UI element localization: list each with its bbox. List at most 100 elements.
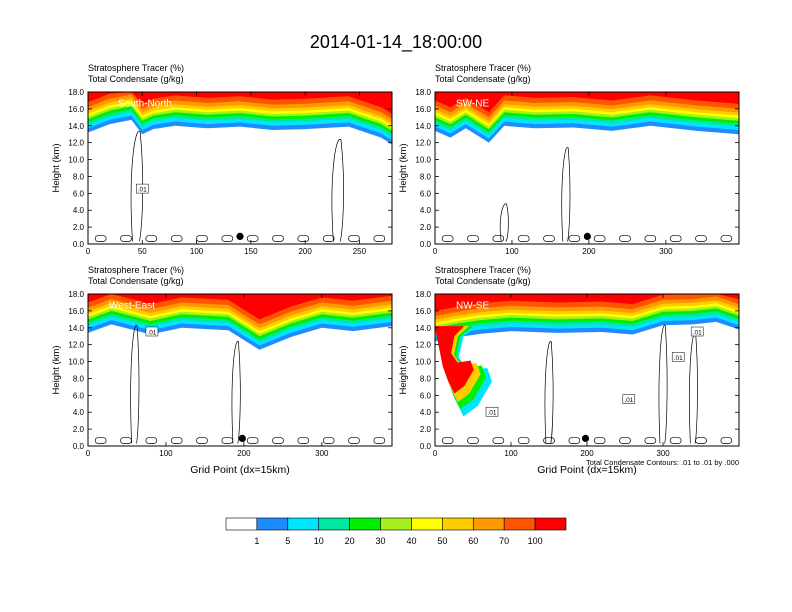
panel-nw-se: Stratosphere Tracer (%)Total Condensate … [398, 265, 740, 476]
y-tick-label: 14.0 [415, 324, 431, 333]
x-tick-label: 200 [298, 247, 312, 256]
plot-frame [434, 91, 740, 245]
y-tick-label: 2.0 [420, 223, 432, 232]
x-tick-label: 200 [580, 449, 594, 458]
panel-title-tracer: Stratosphere Tracer (%) [435, 265, 531, 275]
low-cloud-contour [120, 235, 132, 242]
colorbar-label: 60 [468, 536, 478, 546]
tracer-field: .01 [88, 294, 392, 444]
plot-frame [87, 91, 393, 245]
low-cloud-contour [492, 437, 505, 444]
tracer-band-9 [88, 294, 392, 320]
tall-cloud-contour [499, 203, 509, 242]
location-marker [236, 232, 244, 240]
tracer-band-8 [435, 92, 739, 118]
panel-title-condensate: Total Condensate (g/kg) [435, 276, 531, 286]
x-tick-label: 100 [504, 449, 518, 458]
panel-title-tracer: Stratosphere Tracer (%) [88, 63, 184, 73]
y-tick-label: 18.0 [68, 290, 84, 299]
colorbar-label: 1 [254, 536, 259, 546]
y-tick-label: 8.0 [420, 374, 432, 383]
contour-label-text: .01 [624, 397, 633, 404]
tracer-band-9 [435, 92, 739, 113]
y-tick-label: 16.0 [68, 307, 84, 316]
y-tick-label: 6.0 [73, 391, 85, 400]
tracer-band-8 [88, 294, 392, 325]
y-tick-label: 16.0 [415, 307, 431, 316]
low-cloud-contour [145, 437, 158, 444]
colorbar-swatch [256, 517, 289, 531]
low-cloud-contour [720, 437, 733, 444]
low-cloud-contour [593, 235, 606, 242]
x-tick-label: 0 [86, 247, 91, 256]
tracer-field: .01 [88, 92, 392, 242]
y-tick-label: 18.0 [415, 290, 431, 299]
tracer-band-9 [435, 294, 739, 311]
x-tick-label: 100 [505, 247, 519, 256]
low-cloud-contour [669, 437, 682, 444]
panel-title-condensate: Total Condensate (g/kg) [435, 74, 531, 84]
colorbar-label: 70 [499, 536, 509, 546]
y-tick-label: 4.0 [420, 408, 432, 417]
contour-label: .01 [136, 183, 149, 194]
y-axis-label: Height (km) [398, 143, 409, 192]
low-cloud-contour [467, 437, 479, 444]
tracer-field [435, 92, 739, 242]
colorbar-label: 20 [345, 536, 355, 546]
low-cloud-contour [492, 235, 505, 242]
panel-sw-ne: Stratosphere Tracer (%)Total Condensate … [398, 63, 740, 256]
colorbar-label: 10 [314, 536, 324, 546]
x-tick-label: 50 [138, 247, 147, 256]
contour-label-text: .01 [674, 355, 683, 362]
low-cloud-contour [221, 235, 234, 242]
panel-south-north: Stratosphere Tracer (%)Total Condensate … [51, 63, 393, 256]
low-cloud-contour [441, 437, 454, 444]
tracer-band-8 [88, 92, 392, 120]
low-cloud-contour [517, 235, 530, 242]
intrusion-layer-3 [435, 326, 474, 394]
low-cloud-contour [196, 437, 208, 444]
y-tick-label: 16.0 [68, 105, 84, 114]
contour-label-text: .01 [147, 330, 156, 337]
plot-frame [87, 293, 393, 447]
y-tick-label: 16.0 [415, 105, 431, 114]
y-tick-label: 6.0 [73, 189, 85, 198]
contour-label-text: .01 [138, 187, 147, 194]
section-name: West-East [109, 300, 155, 311]
x-tick-label: 100 [159, 449, 173, 458]
low-cloud-contour [441, 235, 454, 242]
low-cloud-contour [720, 235, 733, 242]
y-tick-label: 4.0 [73, 206, 85, 215]
low-cloud-contour [322, 235, 335, 242]
panel-title-condensate: Total Condensate (g/kg) [88, 276, 184, 286]
y-tick-label: 10.0 [415, 358, 431, 367]
y-tick-label: 0.0 [420, 442, 432, 451]
low-cloud-contour [94, 235, 107, 242]
tall-cloud-contour [130, 324, 140, 444]
x-tick-label: 300 [659, 247, 673, 256]
x-tick-label: 300 [315, 449, 329, 458]
y-axis-label: Height (km) [51, 143, 62, 192]
y-tick-label: 14.0 [68, 122, 84, 131]
low-cloud-contour [94, 437, 107, 444]
tall-cloud-contour [130, 130, 144, 242]
location-marker [581, 434, 590, 442]
tall-cloud-contour [331, 139, 344, 242]
y-tick-label: 6.0 [420, 189, 432, 198]
contour-label-box [671, 352, 685, 362]
low-cloud-contour [196, 235, 208, 242]
low-cloud-contour [543, 235, 555, 242]
y-tick-label: 8.0 [73, 374, 85, 383]
contour-label-box [622, 394, 636, 404]
y-tick-label: 14.0 [68, 324, 84, 333]
low-cloud-contour [568, 235, 581, 242]
y-tick-label: 8.0 [73, 172, 85, 181]
low-cloud-contour [373, 235, 386, 242]
low-cloud-contour [644, 437, 657, 444]
contour-label-box [145, 326, 159, 337]
panel-west-east: Stratosphere Tracer (%)Total Condensate … [51, 265, 393, 476]
colorbar-swatch [442, 517, 474, 531]
low-cloud-contour [517, 437, 530, 444]
x-tick-label: 250 [353, 247, 367, 256]
